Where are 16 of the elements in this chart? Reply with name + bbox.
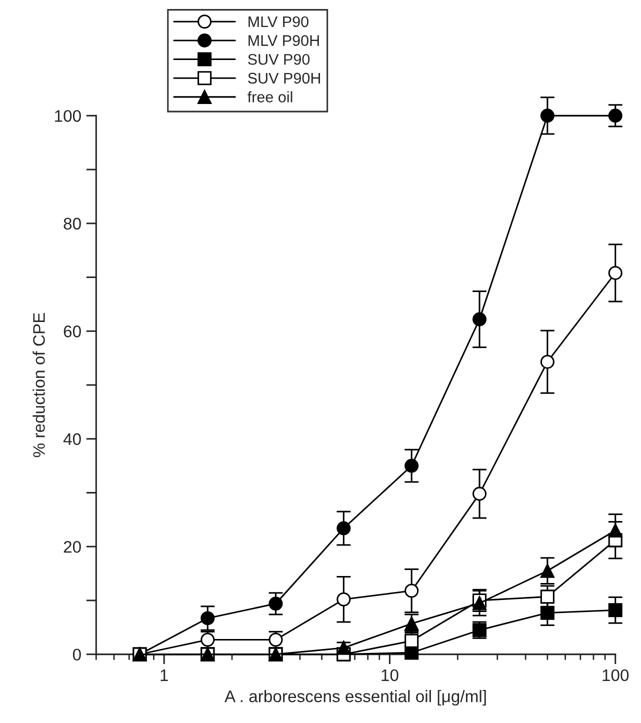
x-axis-title: A . arborescens essential oil [μg/ml]	[224, 690, 486, 706]
y-tick-label: 0	[72, 648, 81, 661]
legend-label: free oil	[248, 91, 292, 102]
y-tick-label: 20	[64, 540, 81, 553]
y-tick-label: 60	[64, 326, 81, 338]
legend-label: MLV P90	[248, 16, 308, 28]
x-tick-label: 1	[160, 670, 168, 681]
y-axis-title: % reduction of CPE	[32, 312, 45, 458]
legend-label: MLV P90H	[248, 35, 319, 46]
y-tick-label: 80	[64, 218, 81, 230]
x-tick-label: 100	[602, 669, 629, 682]
y-tick-label: 40	[63, 433, 81, 446]
legend-label: SUV P90H	[248, 72, 320, 84]
x-tick-label: 10	[382, 669, 398, 682]
y-tick-label: 100	[55, 110, 81, 122]
legend-label: SUV P90	[248, 54, 310, 65]
